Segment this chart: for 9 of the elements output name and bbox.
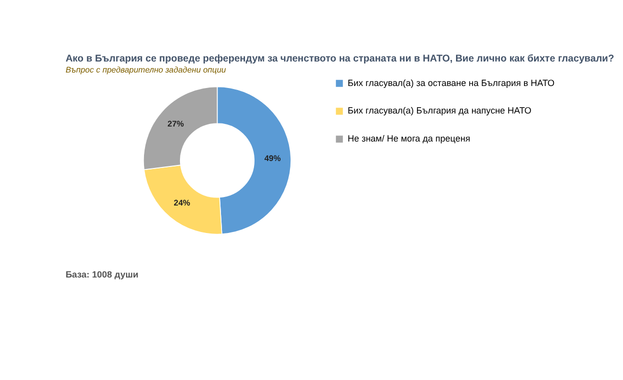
text: База: 1008 души [66,270,138,280]
chart-title: Ако в България се проведе референдум за членството на страната ни в НАТО, Вие лично как бихте гласували? [66,53,614,64]
data-label: 27% [168,119,185,128]
legend-label: Бих гласувал(а) България да напусне НАТО [348,106,532,116]
legend-label: Не знам/ Не мога да преценя [348,134,470,144]
chart-subtitle: Въпрос с предварително зададени опции [66,66,226,75]
data-label: 24% [174,198,191,208]
legend-label: Бих гласувал(а) за оставане на България в НАТО [348,78,555,88]
data-label: 49% [264,154,282,164]
